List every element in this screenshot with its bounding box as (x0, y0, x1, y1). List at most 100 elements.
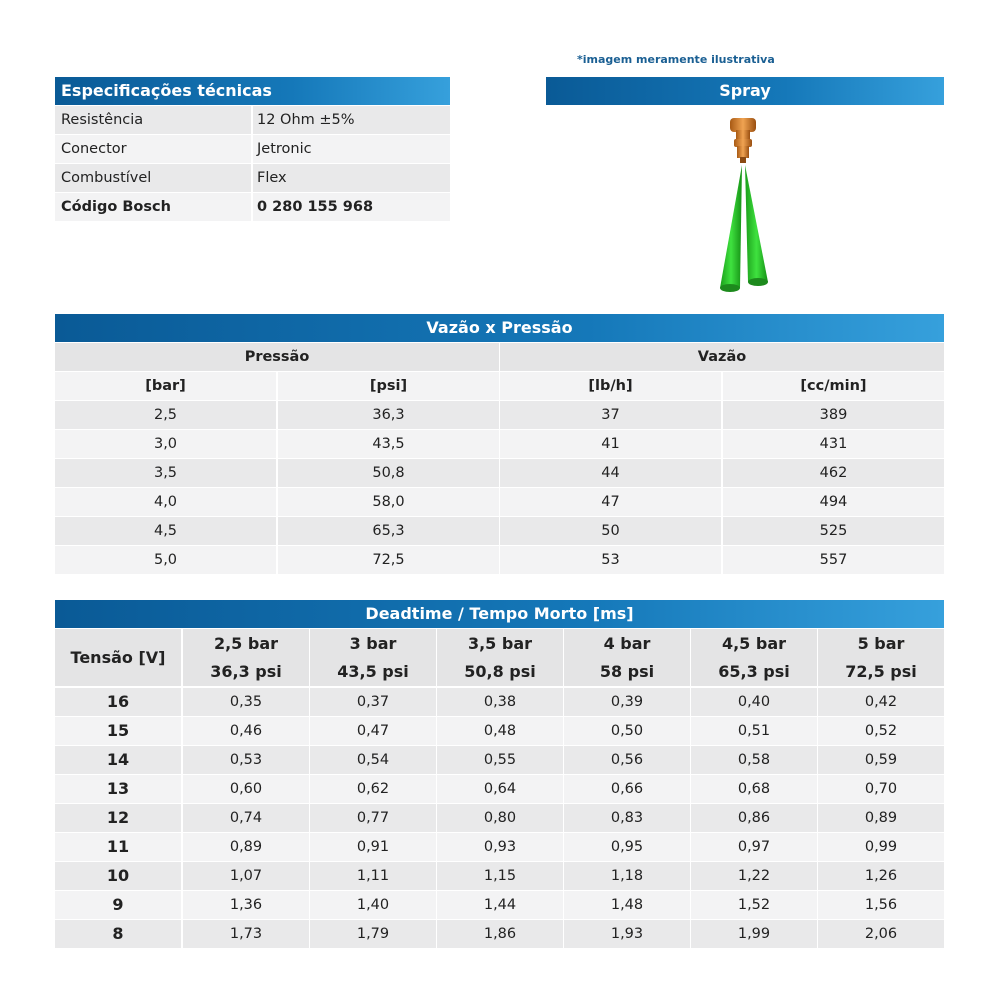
voltage-cell: 9 (55, 891, 181, 919)
flow-group-header: Vazão (500, 343, 944, 371)
flow-unit-header: [psi] (278, 372, 499, 400)
spec-value: Jetronic (253, 135, 450, 163)
deadtime-cell: 1,86 (437, 920, 563, 948)
deadtime-cell: 0,60 (183, 775, 309, 803)
flow-cell: 58,0 (278, 488, 499, 516)
specs-title: Especificações técnicas (55, 77, 450, 105)
voltage-cell: 11 (55, 833, 181, 861)
flow-cell: 431 (723, 430, 944, 458)
deadtime-cell: 1,11 (310, 862, 436, 890)
flow-cell: 72,5 (278, 546, 499, 574)
flow-cell: 36,3 (278, 401, 499, 429)
deadtime-cell: 1,26 (818, 862, 944, 890)
voltage-cell: 12 (55, 804, 181, 832)
deadtime-cell: 0,95 (564, 833, 690, 861)
flow-cell: 5,0 (55, 546, 276, 574)
deadtime-cell: 2,06 (818, 920, 944, 948)
spray-title: Spray (546, 77, 944, 105)
deadtime-cell: 0,37 (310, 688, 436, 716)
deadtime-cell: 1,18 (564, 862, 690, 890)
spec-value: 12 Ohm ±5% (253, 106, 450, 134)
deadtime-cell: 0,86 (691, 804, 817, 832)
flow-unit-header: [cc/min] (723, 372, 944, 400)
flow-cell: 4,0 (55, 488, 276, 516)
deadtime-cell: 0,77 (310, 804, 436, 832)
flow-cell: 65,3 (278, 517, 499, 545)
deadtime-cell: 0,56 (564, 746, 690, 774)
deadtime-cell: 1,36 (183, 891, 309, 919)
spec-label: Resistência (55, 106, 251, 134)
deadtime-cell: 1,93 (564, 920, 690, 948)
deadtime-cell: 0,64 (437, 775, 563, 803)
deadtime-cell: 0,52 (818, 717, 944, 745)
flow-cell: 462 (723, 459, 944, 487)
deadtime-title: Deadtime / Tempo Morto [ms] (55, 600, 944, 628)
flow-cell: 41 (500, 430, 721, 458)
deadtime-cell: 0,80 (437, 804, 563, 832)
voltage-cell: 13 (55, 775, 181, 803)
deadtime-cell: 0,47 (310, 717, 436, 745)
deadtime-cell: 0,62 (310, 775, 436, 803)
deadtime-cell: 1,48 (564, 891, 690, 919)
flow-cell: 3,5 (55, 459, 276, 487)
deadtime-cell: 0,93 (437, 833, 563, 861)
flow-cell: 494 (723, 488, 944, 516)
deadtime-cell: 1,52 (691, 891, 817, 919)
spec-label: Combustível (55, 164, 251, 192)
flow-cell: 525 (723, 517, 944, 545)
pressure-bar-header: 5 bar (818, 629, 944, 658)
pressure-psi-header: 43,5 psi (310, 658, 436, 686)
voltage-cell: 15 (55, 717, 181, 745)
spec-value: 0 280 155 968 (253, 193, 450, 221)
deadtime-cell: 0,42 (818, 688, 944, 716)
deadtime-cell: 0,46 (183, 717, 309, 745)
deadtime-cell: 0,39 (564, 688, 690, 716)
deadtime-cell: 0,58 (691, 746, 817, 774)
flow-unit-header: [bar] (55, 372, 276, 400)
pressure-psi-header: 50,8 psi (437, 658, 563, 686)
pressure-bar-header: 2,5 bar (183, 629, 309, 658)
flow-cell: 37 (500, 401, 721, 429)
deadtime-cell: 0,66 (564, 775, 690, 803)
flow-cell: 44 (500, 459, 721, 487)
deadtime-cell: 0,35 (183, 688, 309, 716)
deadtime-cell: 0,89 (183, 833, 309, 861)
pressure-bar-header: 4,5 bar (691, 629, 817, 658)
flow-cell: 389 (723, 401, 944, 429)
flow-cell: 3,0 (55, 430, 276, 458)
spray-cone-icon (720, 165, 768, 292)
deadtime-cell: 1,15 (437, 862, 563, 890)
pressure-psi-header: 36,3 psi (183, 658, 309, 686)
flow-cell: 43,5 (278, 430, 499, 458)
flow-cell: 53 (500, 546, 721, 574)
flow-cell: 50 (500, 517, 721, 545)
deadtime-cell: 1,99 (691, 920, 817, 948)
deadtime-cell: 0,99 (818, 833, 944, 861)
deadtime-cell: 1,07 (183, 862, 309, 890)
flow-cell: 50,8 (278, 459, 499, 487)
deadtime-cell: 1,44 (437, 891, 563, 919)
deadtime-cell: 0,55 (437, 746, 563, 774)
flow-cell: 2,5 (55, 401, 276, 429)
flow-group-header: Pressão (55, 343, 499, 371)
deadtime-cell: 0,51 (691, 717, 817, 745)
flow-cell: 4,5 (55, 517, 276, 545)
deadtime-cell: 0,70 (818, 775, 944, 803)
deadtime-cell: 0,53 (183, 746, 309, 774)
illustrative-note: *imagem meramente ilustrativa (577, 53, 775, 66)
pressure-psi-header: 65,3 psi (691, 658, 817, 686)
voltage-cell: 14 (55, 746, 181, 774)
voltage-cell: 10 (55, 862, 181, 890)
flow-cell: 47 (500, 488, 721, 516)
spec-label: Conector (55, 135, 251, 163)
voltage-cell: 8 (55, 920, 181, 948)
pressure-psi-header: 58 psi (564, 658, 690, 686)
deadtime-cell: 1,56 (818, 891, 944, 919)
deadtime-cell: 0,48 (437, 717, 563, 745)
flow-cell: 557 (723, 546, 944, 574)
pressure-bar-header: 4 bar (564, 629, 690, 658)
deadtime-cell: 0,38 (437, 688, 563, 716)
deadtime-cell: 1,79 (310, 920, 436, 948)
pressure-psi-header: 72,5 psi (818, 658, 944, 686)
voltage-header: Tensão [V] (55, 629, 181, 686)
